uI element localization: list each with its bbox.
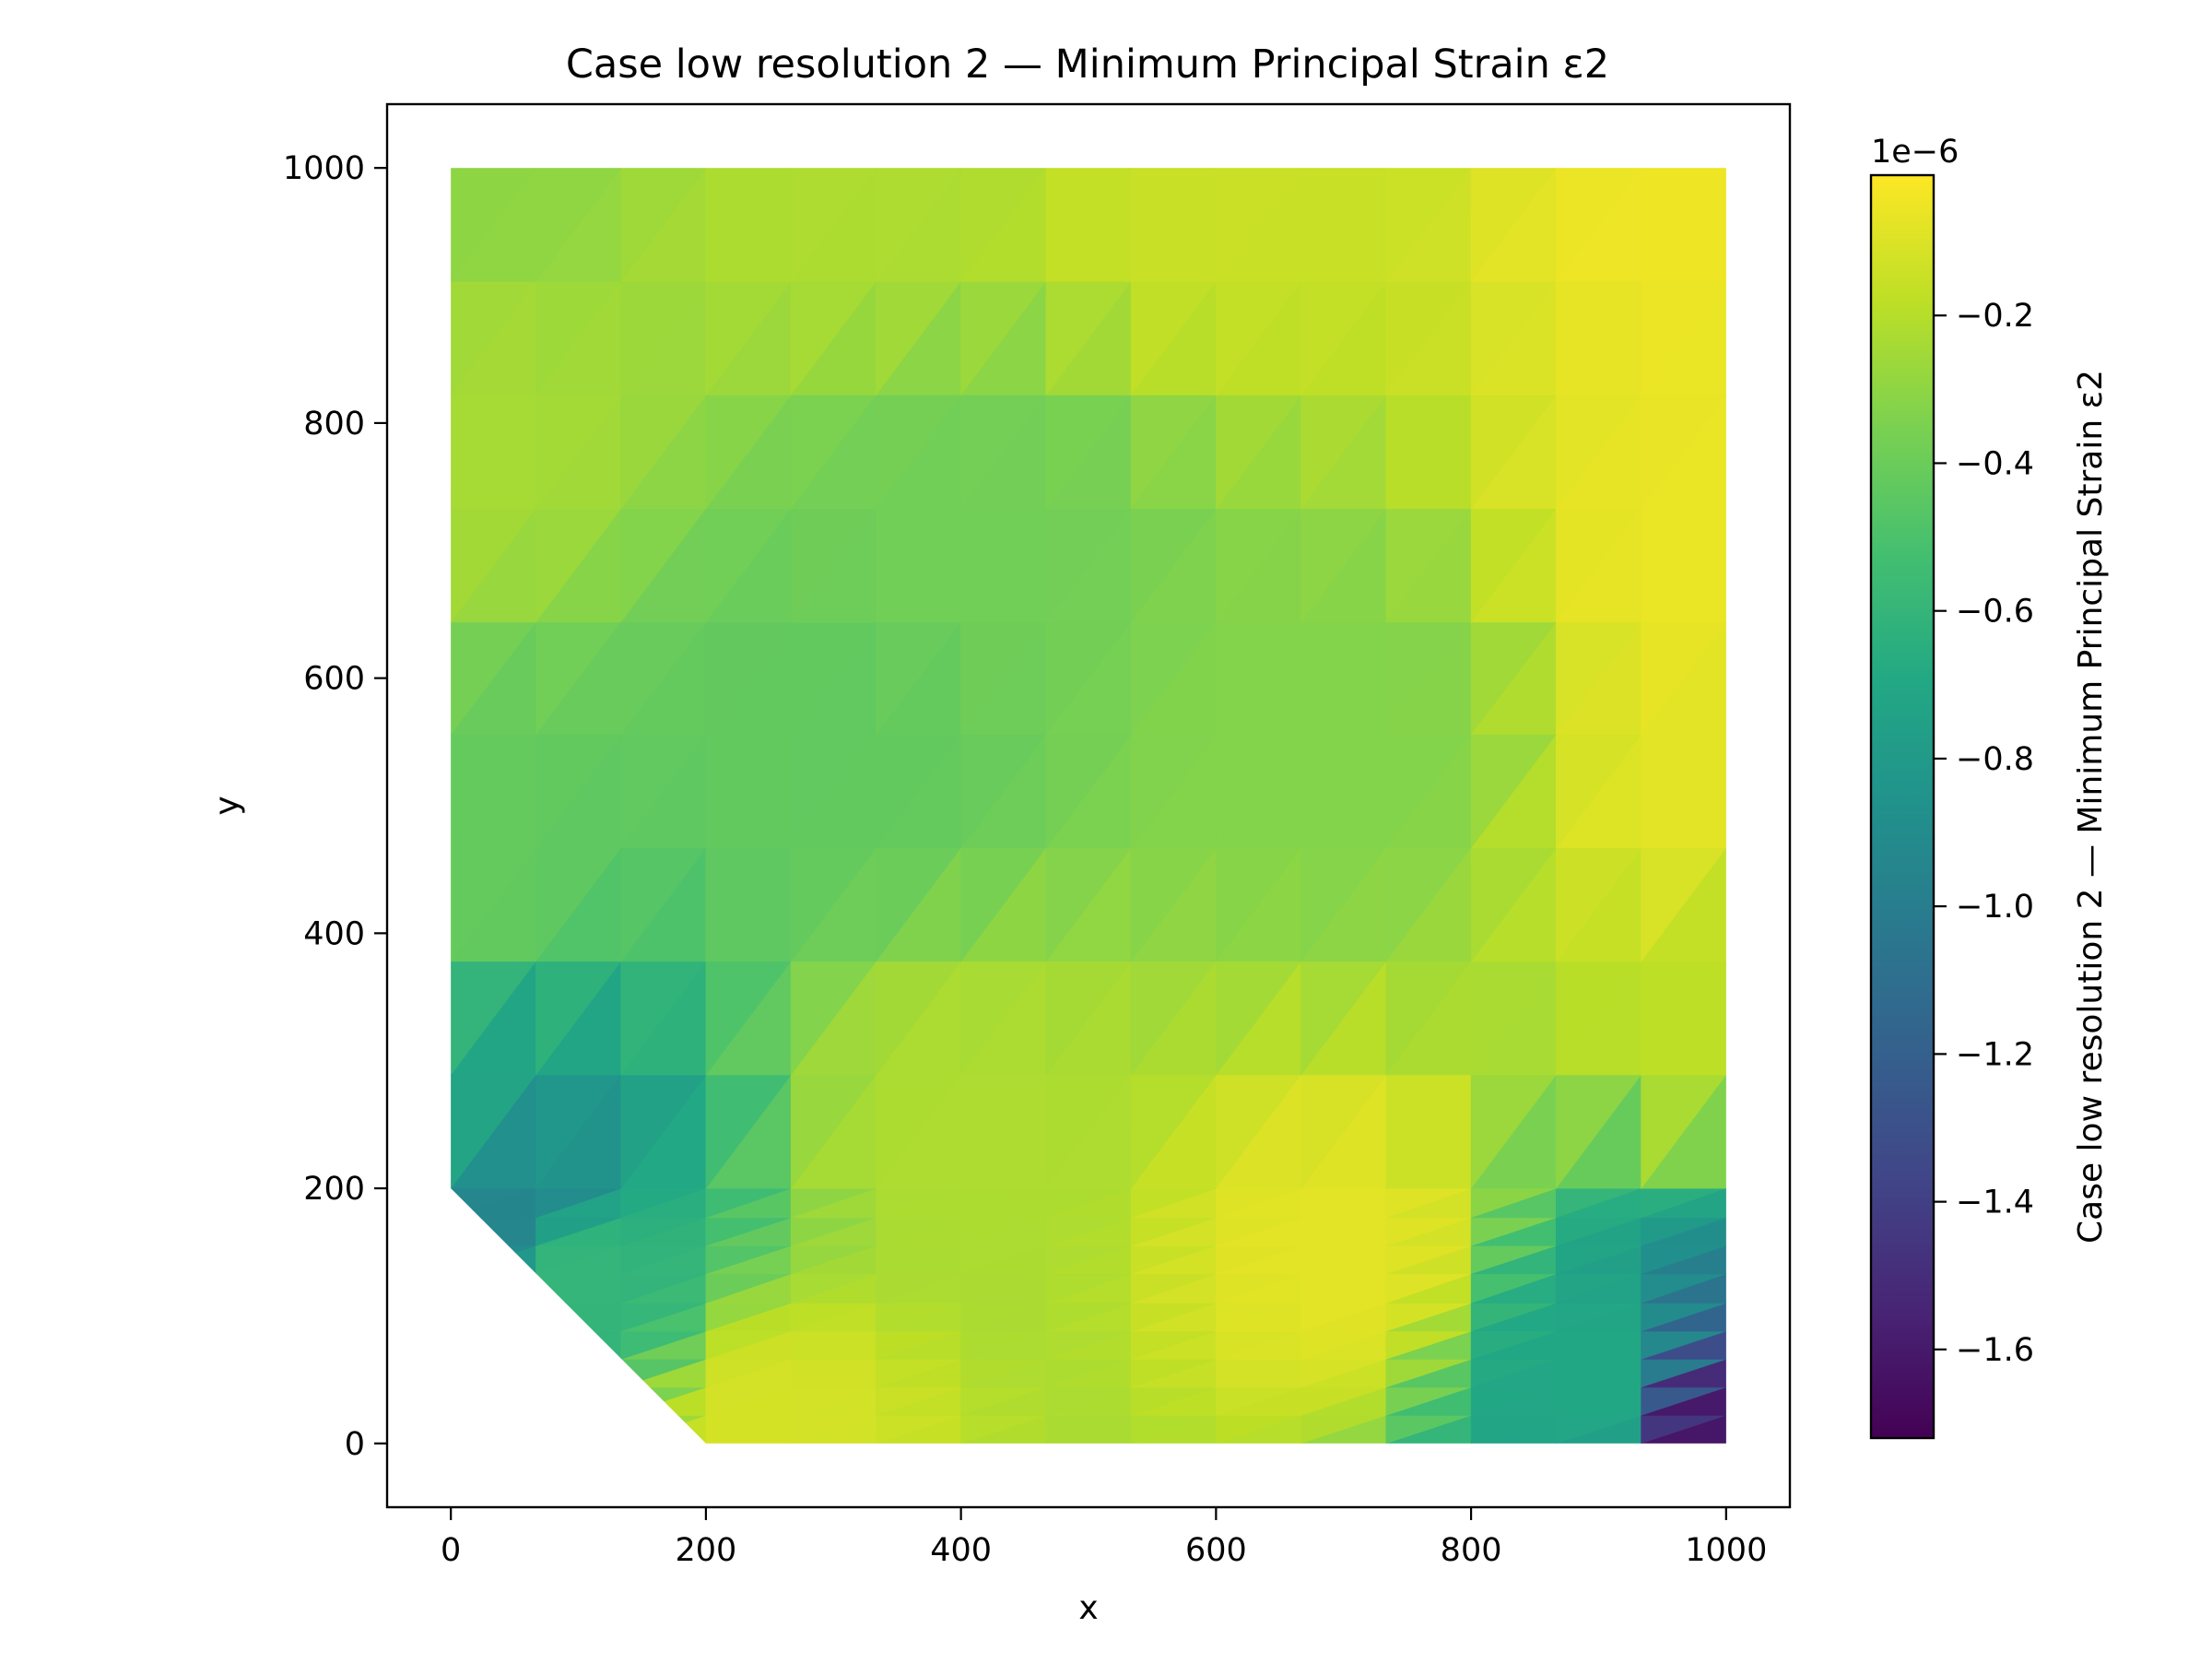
mesh-triangle bbox=[1045, 168, 1132, 283]
mesh-triangle bbox=[960, 168, 1047, 283]
x-tick-label: 600 bbox=[1185, 1532, 1247, 1569]
mesh-triangle bbox=[451, 1273, 536, 1303]
y-tick-label: 0 bbox=[345, 1426, 365, 1463]
y-tick-label: 200 bbox=[303, 1171, 365, 1208]
mesh-triangle bbox=[535, 1415, 621, 1444]
colorbar-tick-label: −0.2 bbox=[1956, 298, 2034, 335]
x-tick-label: 800 bbox=[1441, 1532, 1502, 1569]
colorbar-tick-label: −0.4 bbox=[1956, 445, 2034, 482]
plot-frame bbox=[385, 102, 1792, 1509]
strain-field bbox=[451, 168, 1726, 1444]
mesh-triangle bbox=[535, 168, 622, 283]
y-tick-label: 1000 bbox=[283, 150, 365, 187]
mesh-triangle bbox=[451, 1303, 536, 1332]
mesh-triangle bbox=[535, 1359, 621, 1388]
x-tick-label: 200 bbox=[676, 1532, 737, 1569]
mesh-triangle bbox=[451, 1386, 536, 1416]
colorbar-tick-label: −1.2 bbox=[1956, 1036, 2034, 1073]
mesh-triangle bbox=[620, 168, 707, 283]
y-tick-label: 800 bbox=[303, 406, 365, 442]
x-tick-label: 1000 bbox=[1685, 1532, 1767, 1569]
mesh-triangle bbox=[1470, 168, 1557, 283]
mesh-triangle bbox=[1385, 168, 1472, 283]
mesh-triangle bbox=[535, 1386, 622, 1416]
y-axis-label: y bbox=[208, 796, 246, 815]
mesh-triangle bbox=[451, 1359, 536, 1388]
chart-title: Case low resolution 2 — Minimum Principa… bbox=[566, 41, 1609, 88]
colorbar-tick-label: −1.4 bbox=[1956, 1185, 2034, 1221]
colorbar-tick-label: −1.6 bbox=[1956, 1332, 2034, 1369]
mesh-triangle bbox=[451, 1359, 536, 1388]
mesh-triangle bbox=[451, 1303, 536, 1332]
mesh-triangle bbox=[451, 1415, 536, 1444]
mesh-triangle bbox=[1130, 168, 1217, 283]
colorbar-ticks: −1.6 −1.4 −1.2 −1.0 −0.8 −0.6 −0.4 −0.2 bbox=[1934, 298, 2034, 1369]
colorbar-label: Case low resolution 2 — Minimum Principa… bbox=[2072, 370, 2110, 1244]
x-tick-label: 400 bbox=[930, 1532, 992, 1569]
mesh-triangle bbox=[451, 1273, 536, 1304]
mesh-triangle bbox=[790, 168, 877, 283]
colorbar-offset-text: 1e−6 bbox=[1871, 134, 1959, 171]
mesh-triangle bbox=[1641, 168, 1726, 283]
y-axis: 0 200 400 600 800 1000 bbox=[283, 150, 387, 1463]
mesh-triangle bbox=[535, 1414, 622, 1444]
colorbar bbox=[1869, 173, 1936, 1440]
colorbar-tick-label: −0.8 bbox=[1956, 741, 2034, 778]
mesh-triangle bbox=[535, 1386, 621, 1416]
mesh-triangle bbox=[451, 1330, 536, 1360]
x-tick-label: 0 bbox=[441, 1532, 461, 1569]
mesh-triangle bbox=[1556, 168, 1642, 283]
y-tick-label: 600 bbox=[303, 661, 365, 698]
mesh-triangle bbox=[451, 1414, 536, 1444]
mesh-triangle bbox=[451, 168, 536, 283]
mesh-triangle bbox=[451, 1330, 536, 1360]
mesh-triangle bbox=[705, 168, 792, 283]
colorbar-tick-label: −0.6 bbox=[1956, 594, 2034, 631]
x-axis-label: x bbox=[1078, 1589, 1098, 1627]
mesh-triangle bbox=[535, 1359, 622, 1388]
mesh-triangle bbox=[1300, 168, 1387, 283]
mesh-triangle bbox=[1216, 168, 1302, 283]
colorbar-tick-label: −1.0 bbox=[1956, 889, 2034, 926]
y-tick-label: 400 bbox=[303, 915, 365, 952]
mesh-triangle bbox=[451, 1386, 536, 1416]
mesh-triangle bbox=[876, 168, 962, 283]
x-axis: 0 200 400 600 800 1000 bbox=[441, 1507, 1767, 1569]
